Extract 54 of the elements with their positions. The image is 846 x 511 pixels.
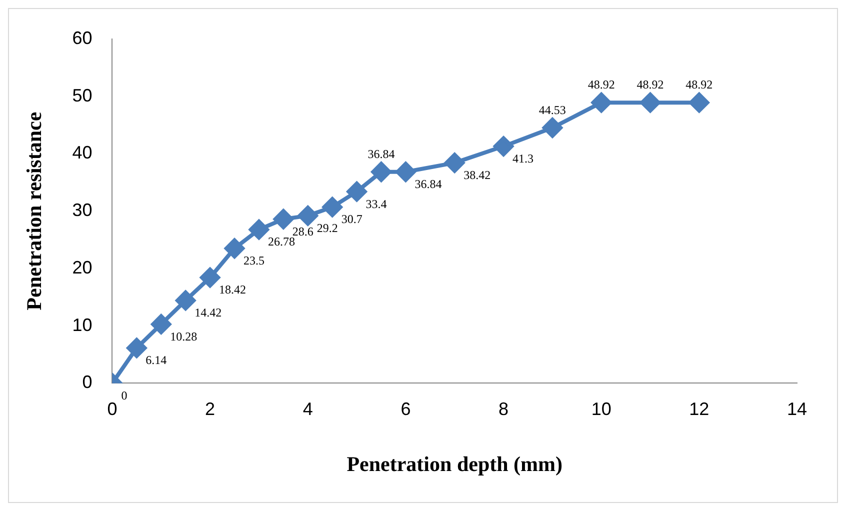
data-label: 36.84 xyxy=(368,147,395,162)
x-tick-label: 6 xyxy=(400,398,411,419)
data-label: 36.84 xyxy=(414,177,442,192)
point xyxy=(224,238,245,258)
y-tick-label: 60 xyxy=(72,28,92,48)
point xyxy=(273,209,294,230)
x-tick-label: 12 xyxy=(689,398,710,419)
point xyxy=(640,92,660,113)
point xyxy=(248,220,269,240)
x-axis-title: Penetration depth (mm) xyxy=(346,452,563,476)
point xyxy=(542,118,562,138)
point xyxy=(126,338,147,358)
point xyxy=(689,92,710,113)
data-label: 0 xyxy=(121,388,128,402)
x-tick-label: 0 xyxy=(107,398,118,419)
y-tick-label: 30 xyxy=(72,200,92,220)
data-label: 38.42 xyxy=(464,168,491,182)
y-tick-label: 0 xyxy=(82,372,92,392)
data-label: 23.5 xyxy=(244,254,265,268)
y-tick-label: 10 xyxy=(72,314,92,335)
data-label: 44.53 xyxy=(538,102,566,117)
data-label: 48.92 xyxy=(636,78,664,92)
point xyxy=(200,268,220,288)
point xyxy=(346,182,367,202)
data-label: 28.6 xyxy=(292,224,314,238)
data-label: 6.14 xyxy=(146,353,167,368)
data-label: 33.4 xyxy=(366,196,387,211)
data-label: 48.92 xyxy=(588,78,615,92)
data-label: 10.28 xyxy=(170,329,198,344)
x-tick-label: 8 xyxy=(498,398,509,419)
point xyxy=(396,162,416,182)
x-tick-label: 14 xyxy=(786,398,808,419)
x-tick-label: 2 xyxy=(205,398,216,419)
data-label: 41.3 xyxy=(512,151,534,166)
y-axis-title: Penetration resistance xyxy=(22,112,46,310)
x-tick-label: 10 xyxy=(591,398,612,419)
point xyxy=(494,136,514,156)
data-label: 29.2 xyxy=(316,220,338,235)
y-tick-label: 20 xyxy=(72,257,92,278)
y-tick-label: 50 xyxy=(72,85,92,106)
data-label: 18.42 xyxy=(219,282,246,297)
point xyxy=(371,162,392,182)
point xyxy=(298,206,318,226)
point xyxy=(151,314,172,334)
x-tick-label: 4 xyxy=(302,398,313,419)
data-label: 30.7 xyxy=(341,212,362,226)
point xyxy=(444,152,465,173)
point xyxy=(322,197,342,218)
data-label: 48.92 xyxy=(686,78,713,92)
data-label: 26.78 xyxy=(268,234,295,249)
point xyxy=(176,290,196,310)
point xyxy=(591,92,612,113)
y-tick-label: 40 xyxy=(72,142,92,163)
data-label: 14.42 xyxy=(194,306,222,320)
